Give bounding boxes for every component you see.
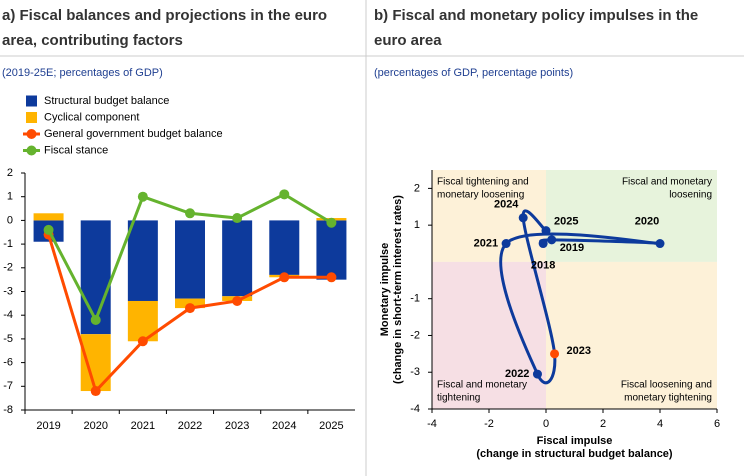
quadrant-label: Fiscal loosening and bbox=[621, 380, 712, 391]
y-tick-label: -2 bbox=[410, 329, 420, 341]
point bbox=[501, 239, 511, 249]
line-point bbox=[43, 224, 54, 235]
point-label: 2021 bbox=[474, 237, 498, 249]
panel-subtitle: (2019-25E; percentages of GDP) bbox=[2, 67, 163, 79]
legend-label: General government budget balance bbox=[44, 128, 223, 140]
bar-segment bbox=[269, 220, 300, 275]
panel-title: b) Fiscal and monetary policy impulses i… bbox=[374, 7, 698, 24]
x-tick-label: 4 bbox=[657, 418, 663, 430]
quadrant-label: Fiscal and monetary bbox=[622, 177, 712, 188]
y-tick-label: 1 bbox=[414, 219, 420, 231]
quadrant-label: tightening bbox=[437, 393, 480, 404]
bar-segment bbox=[33, 213, 64, 221]
panel-subtitle: (percentages of GDP, percentage points) bbox=[374, 67, 573, 79]
y-tick-label: -1 bbox=[410, 293, 420, 305]
bar-segment bbox=[316, 220, 347, 280]
quadrant bbox=[432, 261, 546, 409]
y-tick-label: 1 bbox=[7, 191, 13, 203]
x-tick-label: 6 bbox=[714, 418, 720, 430]
point-label: 2022 bbox=[505, 368, 529, 380]
x-axis-label: (change in structural budget balance) bbox=[476, 448, 673, 460]
x-tick-label: 2020 bbox=[83, 420, 107, 432]
point bbox=[532, 369, 542, 379]
line-point bbox=[90, 386, 101, 397]
line-point bbox=[137, 191, 148, 202]
y-tick-label: -4 bbox=[410, 403, 420, 415]
y-tick-label: -1 bbox=[3, 238, 13, 250]
path-line bbox=[499, 209, 662, 385]
x-axis-label: Fiscal impulse bbox=[537, 435, 613, 447]
y-tick-label: -3 bbox=[3, 285, 13, 297]
x-tick-label: 2021 bbox=[131, 420, 155, 432]
line-point bbox=[279, 189, 290, 200]
line-point bbox=[137, 336, 148, 347]
point bbox=[538, 239, 548, 249]
y-tick-label: -3 bbox=[410, 366, 420, 378]
x-tick-label: 2025 bbox=[319, 420, 343, 432]
y-tick-label: -4 bbox=[3, 309, 13, 321]
quadrant-label: Fiscal and monetary bbox=[437, 380, 527, 391]
y-tick-label: 2 bbox=[414, 182, 420, 194]
line-point bbox=[185, 303, 195, 314]
x-tick-label: 2 bbox=[600, 418, 606, 430]
point bbox=[550, 349, 560, 359]
bar-segment bbox=[127, 220, 158, 301]
point-label: 2023 bbox=[567, 345, 591, 357]
y-tick-label: -6 bbox=[3, 357, 13, 369]
quadrant-label: Fiscal tightening and bbox=[437, 177, 529, 188]
y-tick-label: -2 bbox=[3, 262, 13, 274]
line-point bbox=[279, 272, 290, 283]
quadrant-label: monetary tightening bbox=[624, 393, 712, 404]
y-tick-label: -5 bbox=[3, 333, 13, 345]
x-tick-label: 2022 bbox=[178, 420, 202, 432]
panel-title: area, contributing factors bbox=[2, 32, 183, 49]
x-tick-label: 0 bbox=[543, 418, 549, 430]
legend-label: Fiscal stance bbox=[44, 144, 108, 156]
y-tick-label: 2 bbox=[7, 167, 13, 179]
point-label: 2020 bbox=[635, 215, 659, 227]
point bbox=[541, 226, 551, 236]
point-label: 2024 bbox=[494, 199, 519, 211]
x-tick-label: 2024 bbox=[272, 420, 296, 432]
legend-swatch bbox=[26, 95, 37, 107]
line-point bbox=[90, 314, 101, 325]
x-tick-label: 2019 bbox=[36, 420, 60, 432]
legend-swatch bbox=[26, 112, 37, 123]
x-tick-label: -4 bbox=[427, 418, 437, 430]
y-tick-label: -7 bbox=[3, 380, 13, 392]
line-point bbox=[232, 213, 243, 224]
line-point bbox=[326, 272, 337, 283]
line-point bbox=[326, 217, 337, 228]
y-tick-label: -8 bbox=[3, 404, 13, 416]
point bbox=[655, 239, 665, 249]
legend-swatch bbox=[26, 129, 37, 139]
quadrant-label: loosening bbox=[669, 190, 712, 201]
y-axis-label: Monetary impulse bbox=[379, 243, 391, 337]
y-tick-label: 0 bbox=[7, 214, 13, 226]
y-axis-label: (change in short-term interest rates) bbox=[392, 195, 404, 384]
point-label: 2025 bbox=[554, 216, 578, 228]
legend-label: Structural budget balance bbox=[44, 95, 169, 107]
legend-label: Cyclical component bbox=[44, 111, 139, 123]
panel-title: a) Fiscal balances and projections in th… bbox=[2, 7, 327, 24]
point-label: 2019 bbox=[560, 242, 584, 254]
x-tick-label: -2 bbox=[484, 418, 494, 430]
line-point bbox=[232, 295, 243, 306]
bar-segment bbox=[80, 334, 111, 392]
panel-title: euro area bbox=[374, 32, 442, 49]
bar-segment bbox=[175, 220, 205, 299]
quadrant bbox=[546, 261, 717, 409]
bar-segment bbox=[222, 220, 253, 297]
quadrant bbox=[546, 170, 717, 262]
quadrant-label: monetary loosening bbox=[437, 190, 524, 201]
legend-swatch bbox=[26, 145, 37, 156]
point-label: 2018 bbox=[531, 259, 555, 271]
x-tick-label: 2023 bbox=[225, 420, 249, 432]
line-point bbox=[185, 208, 195, 219]
point bbox=[518, 213, 528, 223]
point bbox=[547, 235, 557, 245]
